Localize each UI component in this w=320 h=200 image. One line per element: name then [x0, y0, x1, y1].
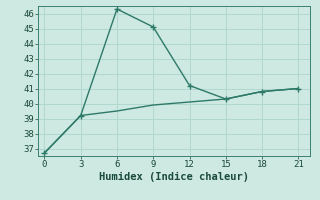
X-axis label: Humidex (Indice chaleur): Humidex (Indice chaleur): [100, 172, 249, 182]
